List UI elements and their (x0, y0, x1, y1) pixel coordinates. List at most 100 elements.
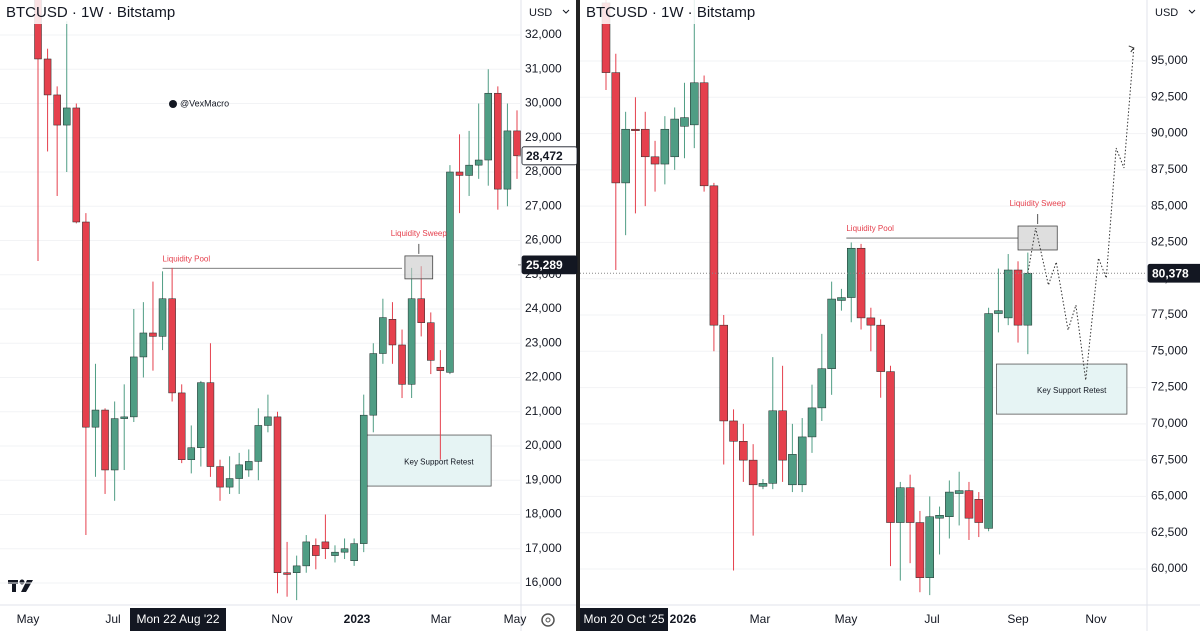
liquidity-pool-label: Liquidity Pool (846, 224, 894, 233)
plot: Key Support Retest Liquidity Pool Liquidit… (580, 0, 1147, 596)
y-tick-label: 90,000 (1151, 126, 1188, 140)
x-tick-label: Mar (750, 612, 771, 626)
candle-body (719, 324, 728, 422)
candle-body (954, 490, 964, 494)
y-tick-label: 72,500 (1151, 380, 1188, 394)
candle-body (650, 156, 660, 165)
y-tick-label: 20,000 (525, 438, 562, 452)
x-tick-label: 2023 (344, 612, 371, 626)
y-tick-label: 77,500 (1151, 307, 1188, 321)
candle-body (62, 107, 71, 126)
candle-body (896, 487, 905, 523)
candle-body (53, 94, 61, 126)
candle-body (739, 441, 748, 461)
candle-body (474, 159, 483, 166)
candle-body (935, 515, 944, 519)
candle-body (465, 164, 473, 176)
candle-body (292, 565, 301, 573)
x-tick-label: May (17, 612, 40, 626)
y-tick-label: 32,000 (525, 27, 562, 41)
candle-body (331, 551, 339, 556)
y-tick-label: 30,000 (525, 96, 562, 110)
title-bg (580, 0, 755, 24)
candle-body (225, 478, 234, 488)
candle-body (974, 499, 984, 523)
candle-body (321, 541, 330, 550)
candle-body (283, 572, 291, 575)
candle-body (187, 447, 196, 460)
y-tick-label: 67,500 (1151, 452, 1188, 466)
candle-body (340, 548, 349, 553)
candle-body (245, 461, 253, 471)
settings-icon[interactable] (541, 613, 555, 627)
y-tick-label: 24,000 (525, 301, 562, 315)
candle-body (1023, 272, 1033, 326)
x-tick-label: Mon 20 Oct '25 (584, 612, 665, 626)
candle-body (177, 392, 186, 460)
y-tick-label: 87,500 (1151, 162, 1188, 176)
crosshair-time-box (130, 608, 226, 631)
candle-body (847, 247, 856, 298)
x-tick-label: Jul (105, 612, 120, 626)
candle-body (994, 310, 1003, 314)
plot: Key Support Retest Liquidity Pool Liquidit… (0, 0, 521, 601)
candle-body (273, 416, 282, 573)
key-support-box (996, 363, 1128, 415)
candle-body (455, 171, 464, 176)
divider (576, 0, 580, 631)
candle-body (1003, 269, 1013, 319)
x-tick-label: Mon 22 Aug '22 (136, 612, 219, 626)
liquidity-sweep-box (1017, 225, 1058, 251)
candle-body (139, 332, 148, 358)
x-tick-label: May (504, 612, 527, 626)
currency-select[interactable]: USD (529, 7, 552, 19)
liquidity-sweep-label: Liquidity Sweep (391, 229, 448, 238)
candle-body (302, 541, 310, 567)
watermark-icon (169, 100, 177, 108)
liquidity-sweep-box (404, 255, 434, 280)
candle-body (984, 313, 993, 529)
candle-body (388, 319, 397, 346)
candle-body (197, 382, 205, 448)
candle-body (660, 128, 670, 165)
x-tick-label: Mar (431, 612, 452, 626)
key-support-label: Key Support Retest (1037, 386, 1107, 395)
candle-body (446, 171, 454, 373)
candle-body (91, 409, 100, 428)
candle-body (398, 344, 406, 385)
key-support-box (366, 434, 492, 487)
y-tick-label: 19,000 (525, 472, 562, 486)
candle-body (312, 545, 320, 556)
candle-body (729, 420, 738, 442)
candle-body (503, 130, 512, 190)
candle-body (43, 58, 52, 96)
forecast-arrow (1128, 45, 1135, 53)
candle-body (158, 298, 167, 337)
candle-body (768, 410, 778, 484)
price-tag (521, 255, 578, 275)
y-tick-label: 17,000 (525, 541, 562, 555)
currency-select[interactable]: USD (1155, 7, 1178, 19)
candle-body (264, 416, 272, 426)
y-tick-label: 23,000 (525, 335, 562, 349)
price-tag-label: 25,289 (526, 258, 563, 272)
candle-body (886, 371, 895, 523)
candle-body (407, 298, 416, 385)
candle-body (34, 0, 42, 60)
candle-body (915, 522, 925, 578)
candle-body (797, 436, 807, 486)
candle-body (254, 425, 263, 462)
y-tick-label: 28,000 (525, 164, 562, 178)
candle-body (149, 332, 157, 337)
y-tick-label: 27,000 (525, 198, 562, 212)
candle-body (709, 185, 719, 326)
candle-body (513, 130, 521, 157)
candle-body (101, 409, 109, 471)
candle-body (436, 366, 445, 371)
y-tick-label: 60,000 (1151, 561, 1188, 575)
price-tag (1147, 263, 1200, 283)
candle-body (964, 490, 974, 519)
x-tick-label: Nov (1085, 612, 1106, 626)
